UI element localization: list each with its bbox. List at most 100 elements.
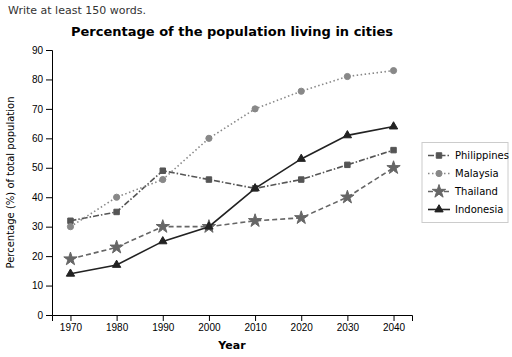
y-tick-mark <box>46 138 52 139</box>
plot: 1970198019902000201020202030204001020304… <box>32 45 413 333</box>
y-tick-mark <box>46 50 52 51</box>
chart: Write at least 150 words.Percentage of t… <box>0 0 512 357</box>
legend-label: Philippines <box>455 150 509 161</box>
y-tick-mark <box>46 256 52 257</box>
x-tick: 1980 <box>106 315 129 333</box>
y-tick-label: 50 <box>32 162 44 173</box>
x-tick: 2010 <box>244 315 267 333</box>
point <box>110 240 123 253</box>
legend-marker <box>436 153 441 158</box>
point <box>202 220 215 233</box>
y-tick-mark <box>46 168 52 169</box>
x-tick-label: 2040 <box>383 322 406 333</box>
y-axis-line <box>46 51 53 316</box>
y-tick-mark <box>46 109 52 110</box>
x-tick: 2020 <box>291 315 314 333</box>
point <box>64 252 77 265</box>
point <box>390 68 396 74</box>
point <box>160 168 165 173</box>
x-axis-title: Year <box>217 339 246 352</box>
x-tick: 2000 <box>198 315 221 333</box>
point <box>345 162 350 167</box>
point <box>343 131 351 138</box>
point <box>344 73 350 79</box>
x-axis: 1970 1980 1990 2000 2010 2020 2030 2040 <box>53 315 413 333</box>
point <box>160 176 166 182</box>
marks <box>64 68 400 277</box>
y-tick: 20 <box>32 251 52 262</box>
point <box>297 154 305 161</box>
series-line <box>70 150 393 221</box>
y-tick: 10 <box>32 280 52 291</box>
series <box>64 161 400 265</box>
y-tick: 0 <box>37 310 52 321</box>
legend-label: Thailand <box>454 186 498 197</box>
y-tick-label: 20 <box>32 251 44 262</box>
y-axis-title: Percentage (%) of total population <box>5 97 16 269</box>
point <box>67 224 73 230</box>
title: Percentage of the population living in c… <box>71 24 393 39</box>
y-tick-label: 0 <box>37 310 43 321</box>
point <box>205 222 213 229</box>
x-tick-label: 1990 <box>152 322 175 333</box>
y-tick-label: 80 <box>32 74 44 85</box>
y-tick: 40 <box>32 192 52 203</box>
series <box>68 147 397 223</box>
y-tick-label: 30 <box>32 221 44 232</box>
legend-marker <box>435 205 443 212</box>
y-tick-label: 60 <box>32 133 44 144</box>
point <box>298 88 304 94</box>
x-tick-mark <box>117 315 118 321</box>
point <box>295 211 308 224</box>
legend-marker <box>436 170 442 176</box>
point <box>114 209 119 214</box>
legend-item: Malaysia <box>428 168 499 179</box>
point <box>114 194 120 200</box>
legend-frame <box>422 143 508 223</box>
y-tick-mark <box>46 79 52 80</box>
y-tick: 30 <box>32 221 52 232</box>
y-tick-mark <box>46 315 52 316</box>
x-tick-mark <box>255 315 256 321</box>
y-tick: 80 <box>32 74 52 85</box>
y-tick-label: 10 <box>32 280 44 291</box>
y-tick: 60 <box>32 133 52 144</box>
point <box>341 190 354 203</box>
x-tick-mark <box>394 315 395 321</box>
y-tick: 70 <box>32 104 52 115</box>
point <box>159 237 167 244</box>
x-tick-label: 2030 <box>337 322 360 333</box>
point <box>206 135 212 141</box>
point <box>391 147 396 152</box>
legend: Philippines Malaysia Thailand Indonesia <box>422 143 509 223</box>
y-tick-mark <box>46 286 52 287</box>
point <box>252 106 258 112</box>
series <box>66 122 397 276</box>
point <box>251 184 259 191</box>
series-line <box>70 71 393 227</box>
point <box>156 220 169 233</box>
legend-label: Indonesia <box>455 204 503 215</box>
series-line <box>70 168 393 259</box>
x-tick-label: 2010 <box>244 322 267 333</box>
y-axis: 0 10 20 30 40 50 60 70 80 90 <box>32 45 53 321</box>
legend-label: Malaysia <box>455 168 499 179</box>
point <box>298 177 303 182</box>
point <box>112 260 120 267</box>
x-tick: 1970 <box>60 315 83 333</box>
legend-marker <box>432 185 445 198</box>
y-tick: 90 <box>32 45 52 56</box>
point <box>66 269 74 276</box>
x-tick-mark <box>209 315 210 321</box>
point <box>68 218 73 223</box>
x-tick-label: 2000 <box>198 322 221 333</box>
x-tick-mark <box>301 315 302 321</box>
y-tick-mark <box>46 197 52 198</box>
series-line <box>70 127 393 274</box>
y-tick-label: 70 <box>32 104 44 115</box>
x-tick-mark <box>347 315 348 321</box>
legend-item: Philippines <box>428 150 509 161</box>
y-tick: 50 <box>32 162 52 173</box>
x-axis-line <box>53 316 413 322</box>
legend-item: Thailand <box>428 185 498 198</box>
